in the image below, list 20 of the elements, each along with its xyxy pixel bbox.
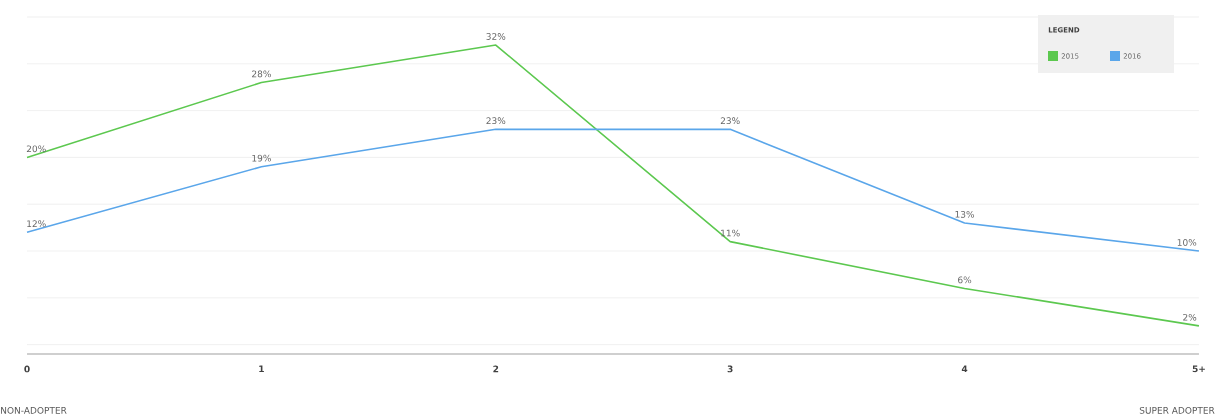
data-label: 12% (27, 220, 46, 228)
text: NON-ADOPTER (1, 406, 67, 414)
text: SUPER ADOPTER (1139, 406, 1215, 414)
data-label: 28% (252, 70, 271, 78)
data-label: 32% (486, 33, 506, 40)
data-label: 13% (955, 210, 975, 218)
data-label: 23% (486, 117, 506, 125)
data-label: 20% (26, 145, 46, 153)
data-label: 11% (721, 229, 740, 237)
data-label: 23% (720, 117, 740, 125)
x-tick-label: 5+ (1192, 365, 1205, 373)
data-label: 6% (958, 276, 972, 284)
x-tick-label: 1 (259, 365, 264, 373)
x-tick-label: 4 (961, 365, 968, 373)
x-tick-label: 3 (727, 365, 733, 373)
x-tick-label: 0 (24, 365, 30, 373)
data-label: 10% (1177, 239, 1197, 246)
x-tick-label: 2 (493, 365, 499, 373)
data-label: 2% (1183, 313, 1197, 321)
data-label: 19% (252, 154, 271, 162)
